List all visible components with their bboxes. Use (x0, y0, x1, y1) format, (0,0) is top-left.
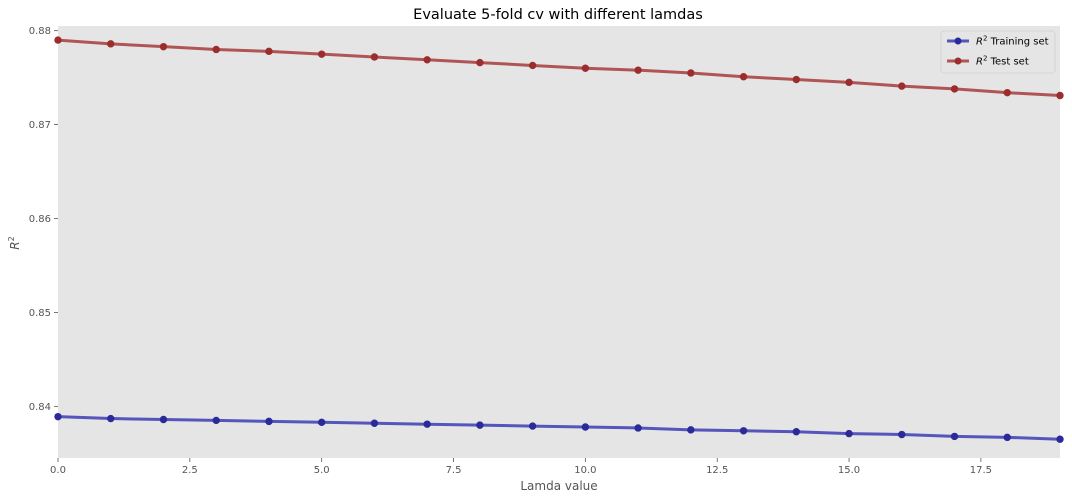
x-tick-label: 7.5 (446, 465, 462, 476)
data-point-training (634, 424, 642, 432)
data-point-training (476, 421, 484, 429)
x-tick-label: 15.0 (838, 465, 860, 476)
legend-marker-training (954, 37, 962, 45)
data-point-training (1003, 433, 1011, 442)
data-point-test (739, 73, 748, 81)
data-point-training (54, 412, 62, 421)
series-line-test (56, 38, 1062, 97)
y-axis-ticks: 0.84 0.85 0.86 0.87 0.88 (29, 26, 58, 413)
data-point-training (950, 432, 959, 441)
x-tick-label: 12.5 (706, 465, 728, 476)
data-point-training (581, 423, 590, 431)
data-point-training (1056, 435, 1064, 443)
data-point-test (528, 61, 537, 70)
y-tick-label: 0.86 (29, 214, 51, 225)
data-point-training (265, 417, 273, 426)
data-point-training (687, 426, 695, 434)
x-tick-label: 17.5 (970, 465, 992, 476)
data-point-training (370, 419, 379, 427)
data-point-training (317, 418, 326, 427)
series-line-training (56, 415, 1062, 441)
y-tick-label: 0.85 (29, 308, 51, 319)
y-tick-label: 0.88 (29, 26, 51, 37)
data-point-test (54, 36, 62, 44)
data-point-test (950, 85, 959, 93)
data-point-training (528, 422, 537, 430)
y-axis-label: R2 (7, 236, 22, 249)
legend-label-training: R2 Training set (976, 35, 1049, 48)
data-point-test (792, 75, 801, 84)
series-layer (54, 36, 1064, 443)
data-point-training (212, 416, 220, 425)
data-point-test (687, 69, 695, 77)
y-tick-label: 0.84 (29, 402, 51, 413)
data-point-training (107, 414, 115, 423)
data-point-test (317, 50, 326, 58)
data-point-test (898, 82, 906, 90)
data-point-test (1003, 88, 1011, 97)
data-point-test (634, 66, 642, 74)
data-point-test (845, 78, 853, 87)
data-point-training (845, 429, 853, 438)
data-point-training (792, 428, 801, 436)
x-tick-label: 0.0 (50, 465, 66, 476)
data-point-test (212, 45, 220, 54)
x-tick-label: 2.5 (182, 465, 198, 476)
x-axis-ticks: 0.0 2.5 5.0 7.5 10.0 12.5 15.0 17.5 (50, 458, 992, 476)
chart-title: Evaluate 5-fold cv with different lamdas (413, 7, 703, 23)
data-point-test (476, 58, 484, 67)
data-point-test (265, 47, 273, 56)
y-tick-label: 0.87 (29, 120, 51, 131)
data-point-training (159, 415, 168, 424)
legend-box (940, 30, 1056, 74)
x-tick-label: 5.0 (314, 465, 330, 476)
data-point-test (581, 64, 590, 72)
data-point-test (423, 56, 431, 64)
plot-background (58, 26, 1060, 458)
data-point-training (423, 420, 431, 428)
data-point-test (107, 40, 115, 48)
y-axis-label-base: R (8, 241, 22, 249)
data-point-test (159, 42, 168, 51)
y-axis-label-sup: 2 (7, 236, 16, 241)
data-point-training (739, 427, 748, 435)
legend: R2 Training set R2 Test set (940, 30, 1056, 74)
x-tick-label: 10.0 (574, 465, 596, 476)
data-point-training (898, 430, 906, 439)
legend-marker-test (954, 57, 962, 65)
x-axis-label: Lamda value (520, 479, 597, 493)
legend-label-test: R2 Test set (976, 55, 1029, 68)
data-point-test (1056, 91, 1064, 100)
data-point-test (370, 53, 379, 61)
